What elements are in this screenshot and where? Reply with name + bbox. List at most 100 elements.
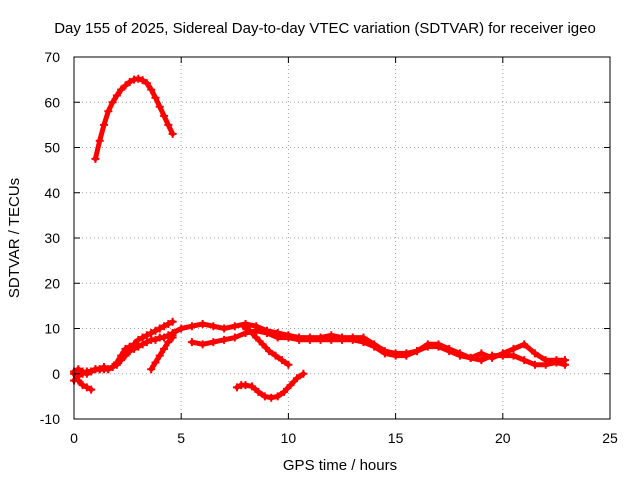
data-point	[239, 322, 248, 331]
data-point	[220, 335, 229, 344]
data-point	[168, 317, 177, 326]
data-point	[295, 335, 304, 344]
data-point	[155, 351, 164, 360]
data-point	[209, 338, 218, 347]
data-point	[87, 367, 96, 376]
data-point	[164, 120, 173, 129]
x-tick-label: 0	[70, 430, 78, 446]
data-point	[100, 362, 109, 371]
y-axis-ticks: -10 0 10 20 30 40 50 60 70	[40, 49, 610, 427]
data-point	[160, 111, 169, 120]
data-point	[305, 335, 314, 344]
x-tick-label: 5	[177, 430, 185, 446]
y-tick-label: -10	[40, 411, 60, 427]
series-dip-late	[239, 322, 293, 369]
data-point	[125, 342, 134, 351]
y-tick-label: 50	[44, 140, 60, 156]
series-trace	[71, 319, 176, 377]
data-point	[241, 381, 250, 390]
data-point	[142, 79, 151, 88]
data-point	[160, 322, 169, 331]
data-point	[299, 369, 308, 378]
data-point	[230, 322, 239, 331]
data-point	[138, 333, 147, 342]
data-point	[245, 326, 254, 335]
data-point	[155, 324, 164, 333]
grid-lines	[74, 57, 610, 419]
data-point	[130, 340, 139, 349]
data-point	[338, 335, 346, 344]
data-point	[316, 335, 325, 344]
data-point	[284, 360, 293, 369]
data-point	[108, 362, 117, 371]
data-point	[445, 347, 454, 356]
data-point	[168, 129, 177, 138]
data-point	[151, 93, 160, 102]
data-point	[254, 387, 263, 396]
data-point	[370, 342, 379, 351]
y-tick-label: 30	[44, 230, 60, 246]
data-point	[509, 351, 518, 360]
data-point	[198, 340, 207, 349]
y-tick-label: 40	[44, 185, 60, 201]
data-point	[265, 347, 274, 356]
data-point	[423, 342, 432, 351]
data-point	[530, 360, 539, 369]
data-point	[284, 333, 293, 342]
data-point	[267, 393, 276, 402]
data-point	[466, 353, 475, 362]
data-point	[147, 329, 156, 338]
data-point	[112, 358, 121, 367]
data-point	[125, 77, 134, 86]
data-point	[230, 333, 239, 342]
data-point	[160, 333, 169, 342]
data-point	[488, 351, 497, 360]
data-point	[78, 381, 87, 390]
data-point	[280, 387, 289, 396]
x-tick-label: 25	[602, 430, 618, 446]
data-point	[530, 349, 539, 358]
data-point	[121, 81, 130, 90]
data-point	[391, 351, 400, 360]
series-dip-negative	[232, 369, 308, 402]
series-band-low-rise	[70, 317, 177, 378]
data-point	[82, 369, 91, 378]
data-point	[74, 365, 83, 374]
data-point	[147, 365, 156, 374]
data-point	[151, 335, 160, 344]
data-point	[95, 365, 104, 374]
data-point	[117, 351, 126, 360]
data-point	[117, 85, 126, 94]
data-point	[509, 344, 518, 353]
data-point	[134, 335, 143, 344]
x-axis-label: GPS time / hours	[283, 457, 397, 474]
data-point	[498, 351, 507, 360]
data-point	[286, 381, 295, 390]
x-axis-ticks: 0 5 10 15 20 25	[70, 57, 618, 446]
series-arc-high	[91, 74, 177, 163]
x-tick-label: 20	[495, 430, 511, 446]
data-point	[220, 324, 229, 333]
data-point	[177, 324, 186, 333]
data-point	[327, 335, 336, 344]
y-tick-label: 70	[44, 49, 60, 65]
data-series	[70, 74, 569, 402]
data-point	[112, 91, 121, 100]
y-axis-label: SDTVAR / TECUs	[6, 178, 23, 298]
data-point	[402, 351, 411, 360]
data-point	[138, 340, 147, 349]
series-trace	[92, 76, 176, 162]
y-tick-label: 60	[44, 94, 60, 110]
data-point	[160, 344, 169, 353]
data-point	[104, 107, 113, 116]
data-point	[271, 351, 280, 360]
x-tick-label: 15	[388, 430, 404, 446]
chart-title: Day 155 of 2025, Sidereal Day-to-day VTE…	[54, 20, 596, 37]
data-point	[100, 120, 109, 129]
data-point	[380, 349, 389, 358]
data-point	[164, 338, 173, 347]
data-point	[187, 338, 196, 347]
data-point	[87, 385, 96, 394]
data-point	[187, 322, 196, 331]
